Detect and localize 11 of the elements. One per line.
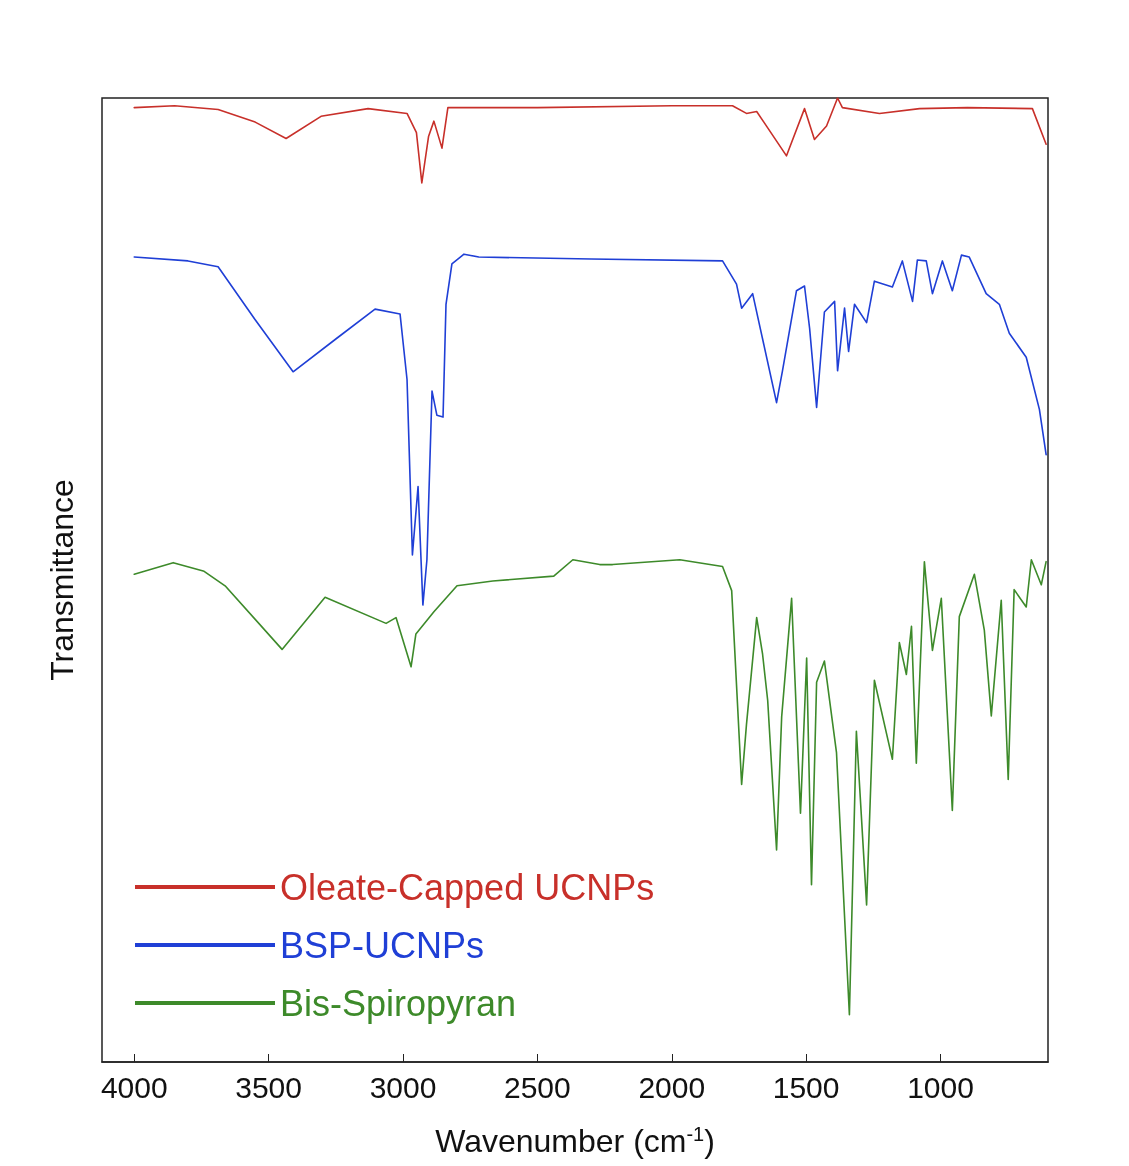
x-tick-label: 3000 (369, 1070, 437, 1104)
x-tick-label: 4000 (100, 1070, 168, 1104)
legend-label: BSP-UCNPs (280, 924, 485, 966)
x-tick-label: 2000 (638, 1070, 706, 1104)
legend-label: Oleate-Capped UCNPs (280, 866, 655, 908)
x-tick-label: 1000 (907, 1070, 974, 1104)
x-tick-label: 1500 (772, 1070, 840, 1104)
x-tick-label: 3500 (235, 1070, 302, 1104)
legend-label: Bis-Spiropyran (280, 982, 517, 1024)
x-tick-label: 2500 (504, 1070, 571, 1104)
y-axis-title: Transmittance (44, 479, 80, 681)
